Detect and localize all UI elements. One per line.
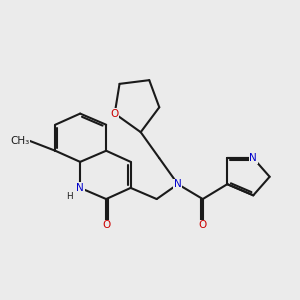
Text: O: O xyxy=(199,220,207,230)
Text: N: N xyxy=(76,183,84,193)
Text: N: N xyxy=(174,179,182,189)
Text: H: H xyxy=(66,192,73,201)
Text: O: O xyxy=(102,220,110,230)
Text: N: N xyxy=(249,153,257,163)
Text: O: O xyxy=(111,109,119,118)
Text: CH₃: CH₃ xyxy=(10,136,29,146)
